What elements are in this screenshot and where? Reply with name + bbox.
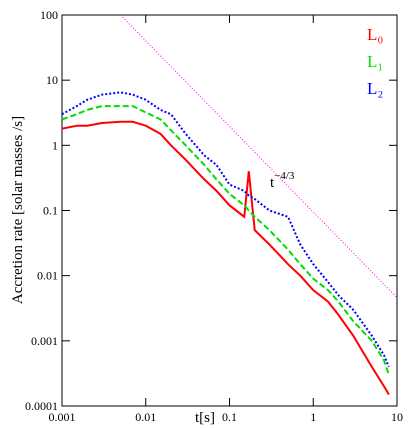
x-tick-label: 0.01 xyxy=(135,410,156,424)
plot-frame xyxy=(61,14,398,407)
y-axis-label: Accretion rate [solar masses /s] xyxy=(10,116,26,304)
x-tick-label: 0.001 xyxy=(49,410,76,424)
legend-label: L₂ xyxy=(367,79,383,98)
y-tick-label: 0.1 xyxy=(43,204,58,218)
y-tick-label: 0.001 xyxy=(31,334,58,348)
x-tick-label: 1 xyxy=(310,410,316,424)
annotation-base: t xyxy=(270,175,275,191)
y-tick-label: 1 xyxy=(52,138,58,152)
annotation: t−4/3 xyxy=(270,170,295,191)
series-line xyxy=(61,91,390,368)
y-tick-label: 0.01 xyxy=(37,269,58,283)
x-tick-label: 0.1 xyxy=(222,410,237,424)
y-tick-label: 100 xyxy=(40,8,58,22)
reference-line xyxy=(120,14,398,298)
y-tick-label: 0.0001 xyxy=(25,399,58,413)
legend-label: L₁ xyxy=(367,52,383,71)
series-line xyxy=(61,105,390,376)
y-tick-label: 10 xyxy=(46,73,58,87)
x-axis-label: t[s] xyxy=(195,410,215,426)
annotation-exponent: −4/3 xyxy=(274,170,295,182)
legend-label: L₀ xyxy=(367,25,383,44)
series-line xyxy=(61,120,390,396)
x-tick-label: 10 xyxy=(391,410,403,424)
